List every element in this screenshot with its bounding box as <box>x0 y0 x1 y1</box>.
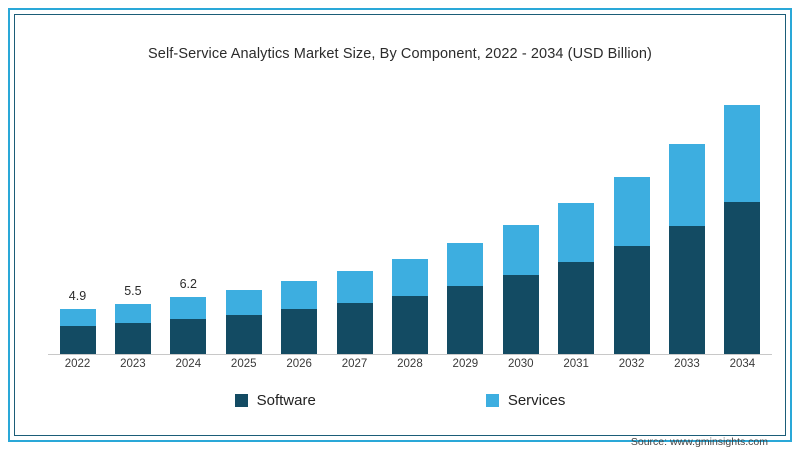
x-tick-label: 2033 <box>674 358 700 370</box>
x-tick-label: 2030 <box>507 358 534 370</box>
bar-series: 4.9 5.5 6.2 <box>48 82 772 354</box>
bar-group[interactable] <box>331 82 378 354</box>
chart-frame-inner <box>14 14 786 436</box>
x-tick-label: 2029 <box>452 358 479 370</box>
bar-group[interactable] <box>497 82 544 354</box>
bar-group[interactable]: 5.5 <box>109 82 156 354</box>
bar-segment-services <box>59 309 96 326</box>
bar-segment-services <box>336 270 373 303</box>
x-tick-label: 2027 <box>341 358 368 370</box>
legend-swatch-icon <box>234 394 248 407</box>
bar-segment-software <box>613 246 650 354</box>
x-tick-label: 2025 <box>230 358 257 370</box>
chart-legend: Software Services <box>10 392 790 409</box>
plot-area: 4.9 5.5 6.2 <box>48 82 772 355</box>
bar-segment-services <box>225 290 262 315</box>
bar-value-label: 4.9 <box>68 289 87 304</box>
bar-segment-software <box>225 314 262 354</box>
x-axis-line <box>48 354 772 355</box>
x-tick-label: 2032 <box>618 358 645 370</box>
bar-segment-services <box>281 280 318 310</box>
legend-item-software[interactable]: Software <box>234 392 316 409</box>
x-tick-label: 2024 <box>175 358 202 370</box>
bar-segment-services <box>613 176 650 247</box>
bar-segment-services <box>668 143 705 227</box>
bar-group[interactable]: 4.9 <box>54 82 101 354</box>
x-tick-label: 2023 <box>120 358 146 370</box>
bar-group[interactable] <box>663 82 710 354</box>
bar-segment-services <box>502 225 539 276</box>
bar-segment-services <box>447 243 484 287</box>
bar-group[interactable] <box>553 82 600 354</box>
x-tick-label: 2028 <box>397 358 423 370</box>
bar-segment-services <box>724 104 761 203</box>
x-tick-label: 2034 <box>729 358 756 370</box>
bar-group[interactable] <box>442 82 489 354</box>
bar-group[interactable] <box>719 82 766 354</box>
bar-segment-services <box>558 203 595 262</box>
bar-segment-services <box>114 303 151 323</box>
x-tick-label: 2022 <box>64 358 91 370</box>
bar-segment-software <box>170 319 207 354</box>
bar-segment-services <box>170 297 207 320</box>
bar-group[interactable] <box>386 82 433 354</box>
legend-label: Software <box>256 392 316 409</box>
bar-value-label: 6.2 <box>179 277 197 292</box>
bar-segment-software <box>447 286 484 354</box>
x-tick-label: 2031 <box>563 358 589 370</box>
bar-segment-software <box>502 275 539 354</box>
chart-title: Self-Service Analytics Market Size, By C… <box>148 46 652 62</box>
chart-frame: Self-Service Analytics Market Size, By C… <box>8 8 792 448</box>
bar-segment-software <box>668 226 705 354</box>
bar-segment-services <box>391 258 428 296</box>
legend-swatch-icon <box>485 394 499 407</box>
legend-item-services[interactable]: Services <box>485 392 566 409</box>
source-note: Source: www.gminsights.com <box>630 436 768 448</box>
bar-group[interactable] <box>220 82 267 354</box>
x-tick-label: 2026 <box>286 358 312 370</box>
legend-label: Services <box>507 392 566 409</box>
bar-group[interactable]: 6.2 <box>165 82 212 354</box>
bar-group[interactable] <box>608 82 655 354</box>
bar-group[interactable] <box>276 82 323 354</box>
bar-segment-software <box>336 302 373 354</box>
bar-segment-software <box>114 322 151 354</box>
bar-value-label: 5.5 <box>124 283 142 298</box>
bar-segment-software <box>558 261 595 354</box>
bar-segment-software <box>59 325 96 354</box>
bar-segment-software <box>724 202 761 354</box>
x-axis-labels: 2022 2023 2024 2025 2026 2027 2028 2029 … <box>48 358 772 370</box>
bar-segment-software <box>281 309 318 354</box>
bar-segment-software <box>391 295 428 354</box>
